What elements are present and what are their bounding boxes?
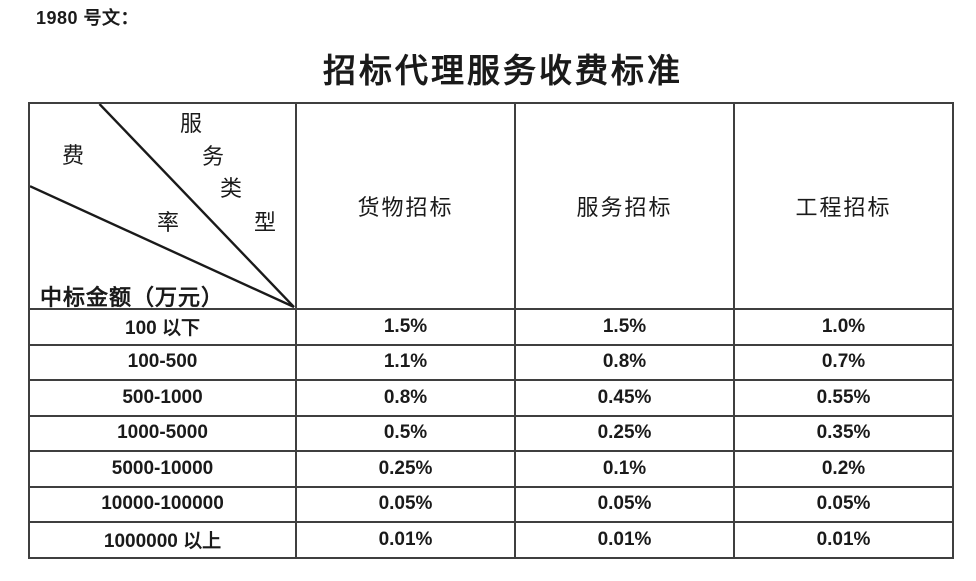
- fee-rate-cell: 1.5%: [295, 308, 516, 346]
- corner-diagonal-lines: [31, 105, 294, 307]
- document-ref-number: 1980 号文：: [36, 8, 140, 28]
- amount-range-cell: 5000-10000: [28, 450, 297, 488]
- amount-range-cell: 100-500: [28, 343, 297, 381]
- fee-rate-cell: 0.8%: [295, 379, 516, 417]
- table-row: 100 以下 1.5% 1.5% 1.0%: [28, 308, 954, 346]
- table-row: 10000-100000 0.05% 0.05% 0.05%: [28, 485, 954, 523]
- diagonal-corner-cell: 服 务 类 型 费 率 中标金额（万元）: [28, 102, 297, 310]
- table-row: 1000-5000 0.5% 0.25% 0.35%: [28, 414, 954, 452]
- corner-axis-char: 费: [61, 143, 85, 168]
- fee-rate-cell: 0.45%: [514, 379, 735, 417]
- fee-rate-cell: 0.35%: [733, 414, 954, 452]
- fee-rate-cell: 0.2%: [733, 450, 954, 488]
- table-header-row: 服 务 类 型 费 率 中标金额（万元） 货物招标 服务招标 工程招标: [28, 102, 954, 310]
- fee-rate-cell: 0.05%: [295, 485, 516, 523]
- corner-axis-char: 率: [156, 210, 180, 235]
- amount-range-cell: 500-1000: [28, 379, 297, 417]
- fee-rate-cell: 0.25%: [295, 450, 516, 488]
- amount-range-cell: 1000000 以上: [28, 521, 297, 559]
- fee-rate-cell: 0.01%: [514, 521, 735, 559]
- fee-rate-cell: 0.5%: [295, 414, 516, 452]
- fee-rate-cell: 1.5%: [514, 308, 735, 346]
- fee-rate-cell: 0.7%: [733, 343, 954, 381]
- amount-axis-label: 中标金额（万元）: [40, 285, 225, 309]
- table-row: 500-1000 0.8% 0.45% 0.55%: [28, 379, 954, 417]
- table-row: 100-500 1.1% 0.8% 0.7%: [28, 343, 954, 381]
- fee-rate-cell: 1.1%: [295, 343, 516, 381]
- table-row: 1000000 以上 0.01% 0.01% 0.01%: [28, 521, 954, 559]
- table-row: 5000-10000 0.25% 0.1% 0.2%: [28, 450, 954, 488]
- corner-axis-char: 服: [179, 111, 203, 136]
- amount-range-cell: 10000-100000: [28, 485, 297, 523]
- amount-range-cell: 1000-5000: [28, 414, 297, 452]
- corner-axis-char: 务: [201, 144, 225, 169]
- fee-rate-cell: 0.1%: [514, 450, 735, 488]
- corner-axis-char: 类: [219, 176, 243, 201]
- page-title: 招标代理服务收费标准: [323, 54, 683, 90]
- fee-rate-cell: 0.8%: [514, 343, 735, 381]
- fee-rate-cell: 0.01%: [733, 521, 954, 559]
- corner-axis-char: 型: [253, 210, 277, 235]
- fee-rate-cell: 0.05%: [733, 485, 954, 523]
- fee-standard-table: 服 务 类 型 费 率 中标金额（万元） 货物招标 服务招标 工程招标 100 …: [28, 102, 954, 559]
- column-header-engineering: 工程招标: [733, 102, 954, 310]
- fee-rate-cell: 0.05%: [514, 485, 735, 523]
- fee-rate-cell: 0.01%: [295, 521, 516, 559]
- amount-range-cell: 100 以下: [28, 308, 297, 346]
- fee-rate-cell: 0.25%: [514, 414, 735, 452]
- fee-rate-cell: 0.55%: [733, 379, 954, 417]
- fee-rate-cell: 1.0%: [733, 308, 954, 346]
- column-header-services: 服务招标: [514, 102, 735, 310]
- column-header-goods: 货物招标: [295, 102, 516, 310]
- fee-table-body: 100 以下 1.5% 1.5% 1.0% 100-500 1.1% 0.8% 0.7% 500…: [28, 308, 954, 559]
- diagonal-corner-content: 服 务 类 型 费 率 中标金额（万元）: [31, 105, 294, 309]
